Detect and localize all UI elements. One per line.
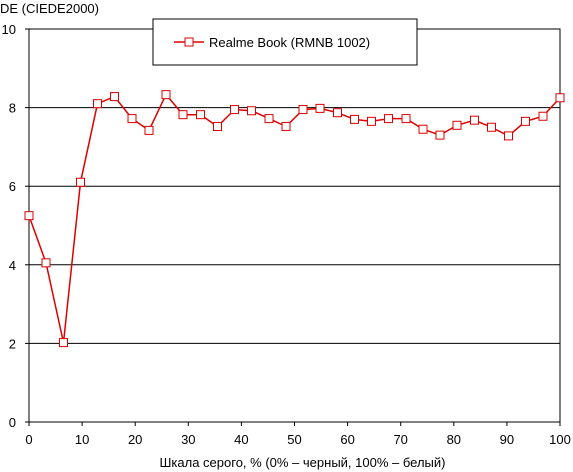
x-tick-label: 40 <box>234 432 248 447</box>
y-tick-label: 6 <box>9 179 16 194</box>
data-point <box>350 114 360 124</box>
x-tick-label: 30 <box>181 432 195 447</box>
x-tick-label: 10 <box>75 432 89 447</box>
x-tick-label: 90 <box>500 432 514 447</box>
x-axis-ticks: 0 10 20 30 40 50 60 70 80 90 100 <box>25 422 571 447</box>
data-point <box>144 125 154 135</box>
data-point <box>127 114 137 124</box>
data-point <box>281 121 291 131</box>
data-point <box>470 115 480 125</box>
y-axis-ticks: 0 2 4 6 8 10 <box>2 22 29 430</box>
x-tick-label: 80 <box>447 432 461 447</box>
y-axis-title: DE (CIEDE2000) <box>0 1 99 16</box>
x-tick-label: 100 <box>549 432 571 447</box>
data-point <box>366 116 376 126</box>
y-tick-label: 10 <box>2 22 16 37</box>
x-tick-label: 70 <box>393 432 407 447</box>
data-point <box>178 110 188 120</box>
data-point <box>92 99 102 109</box>
data-point <box>264 114 274 124</box>
data-point <box>109 92 119 102</box>
series-line <box>28 93 561 343</box>
y-tick-label: 4 <box>9 258 16 273</box>
data-point <box>435 130 445 140</box>
data-point <box>229 105 239 115</box>
data-point <box>41 258 51 268</box>
data-point <box>246 106 256 116</box>
data-point <box>213 121 223 131</box>
x-tick-label: 20 <box>128 432 142 447</box>
data-point <box>383 114 393 124</box>
series-layer <box>24 90 565 348</box>
y-tick-label: 8 <box>9 101 16 116</box>
x-axis-title: Шкала серого, % (0% – черный, 100% – бел… <box>160 455 446 470</box>
data-point <box>76 177 86 187</box>
data-point <box>452 120 462 130</box>
x-tick-label: 60 <box>340 432 354 447</box>
data-point <box>487 122 497 132</box>
grid-lines <box>29 107 560 344</box>
data-point <box>333 108 343 118</box>
legend: Realme Book (RMNB 1002) <box>152 18 418 66</box>
data-point <box>555 93 565 103</box>
data-point <box>315 103 325 113</box>
data-point <box>161 90 171 100</box>
data-point <box>298 105 308 115</box>
data-point <box>24 211 34 221</box>
y-tick-label: 2 <box>9 336 16 351</box>
plot-area <box>28 28 561 423</box>
legend-square-marker-icon <box>184 37 194 47</box>
data-point <box>59 338 69 348</box>
x-tick-label: 0 <box>25 432 32 447</box>
data-point <box>538 111 548 121</box>
y-tick-label: 0 <box>9 415 16 430</box>
data-point <box>520 116 530 126</box>
data-point <box>196 110 206 120</box>
data-point <box>401 114 411 124</box>
data-point <box>418 124 428 134</box>
x-tick-label: 50 <box>287 432 301 447</box>
data-point <box>503 131 513 141</box>
legend-label: Realme Book (RMNB 1002) <box>209 35 370 50</box>
